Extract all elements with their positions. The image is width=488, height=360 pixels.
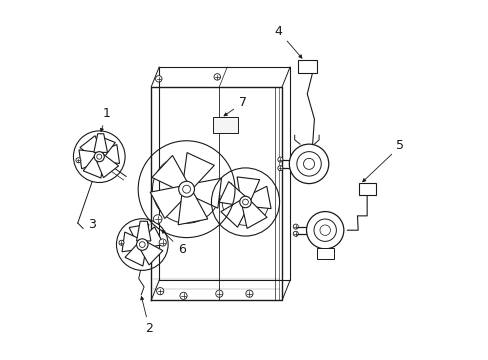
Polygon shape [242, 199, 266, 228]
Polygon shape [221, 199, 248, 227]
Polygon shape [244, 186, 270, 208]
Polygon shape [178, 188, 207, 225]
Polygon shape [152, 156, 189, 193]
Circle shape [178, 181, 194, 197]
Circle shape [153, 215, 162, 223]
Polygon shape [122, 232, 142, 252]
Text: 5: 5 [362, 139, 404, 182]
Polygon shape [95, 135, 115, 158]
Circle shape [245, 290, 252, 297]
Polygon shape [125, 243, 146, 266]
FancyBboxPatch shape [212, 117, 238, 133]
FancyBboxPatch shape [297, 60, 317, 73]
Circle shape [156, 288, 163, 295]
Polygon shape [136, 221, 151, 241]
Text: 2: 2 [141, 297, 153, 335]
Circle shape [155, 76, 162, 82]
Circle shape [293, 224, 298, 229]
Circle shape [94, 152, 104, 162]
Circle shape [119, 240, 124, 245]
Text: 4: 4 [274, 25, 301, 58]
Polygon shape [237, 177, 259, 202]
Circle shape [289, 144, 328, 184]
Circle shape [215, 290, 223, 297]
Circle shape [239, 196, 251, 208]
Polygon shape [129, 224, 148, 246]
FancyBboxPatch shape [316, 248, 333, 258]
Polygon shape [139, 241, 163, 265]
Circle shape [277, 166, 282, 171]
Polygon shape [94, 134, 107, 152]
Text: 6: 6 [162, 230, 185, 256]
Circle shape [159, 239, 166, 246]
Text: 3: 3 [88, 218, 96, 231]
Circle shape [136, 239, 148, 250]
Polygon shape [98, 145, 119, 163]
Polygon shape [150, 185, 189, 219]
Polygon shape [80, 136, 102, 160]
Circle shape [277, 157, 282, 162]
Circle shape [306, 212, 343, 249]
Circle shape [76, 158, 81, 163]
Circle shape [293, 231, 298, 236]
FancyBboxPatch shape [358, 183, 375, 195]
Circle shape [180, 292, 187, 300]
Polygon shape [140, 227, 163, 248]
Polygon shape [219, 181, 246, 206]
Text: 1: 1 [100, 107, 110, 132]
Polygon shape [79, 150, 100, 169]
Text: 7: 7 [224, 96, 246, 116]
Polygon shape [186, 178, 221, 208]
Polygon shape [83, 156, 103, 178]
Polygon shape [96, 153, 119, 178]
Circle shape [214, 74, 220, 80]
Polygon shape [182, 153, 214, 190]
